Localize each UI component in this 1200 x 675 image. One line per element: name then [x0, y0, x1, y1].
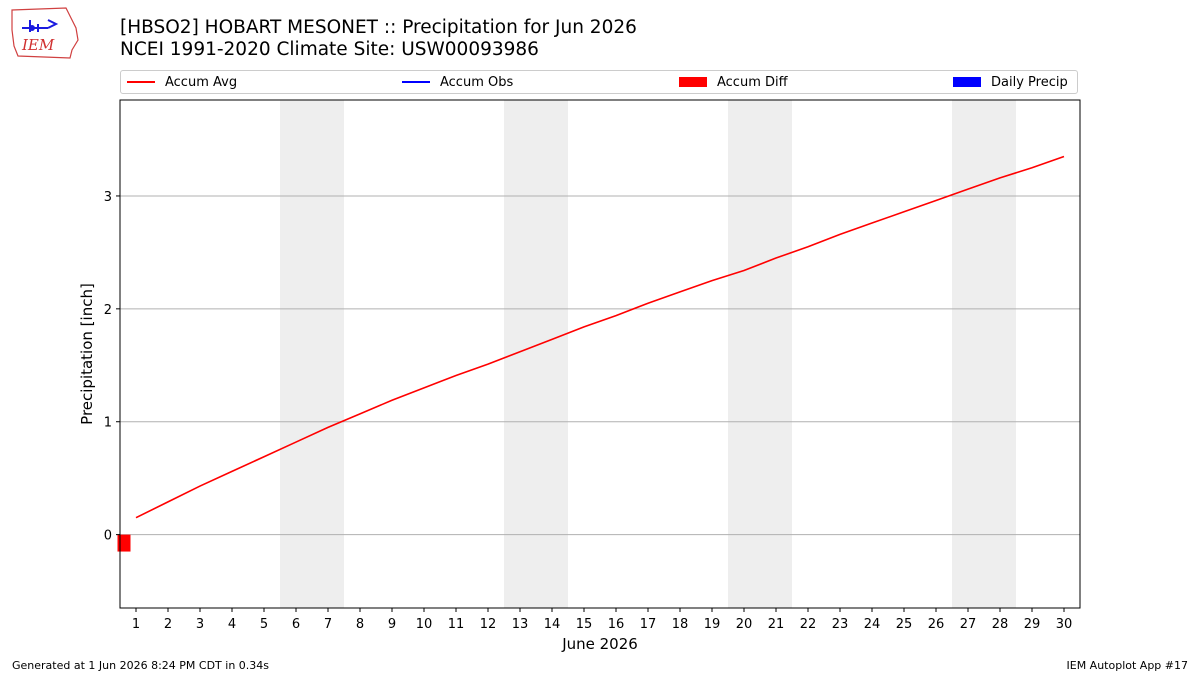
legend-item-accum-avg: Accum Avg [127, 71, 237, 93]
app-credit: IEM Autoplot App #17 [1066, 659, 1189, 672]
legend-label-accum-diff: Accum Diff [717, 74, 788, 90]
xtick-label-5: 5 [260, 617, 268, 632]
xtick-label-22: 22 [800, 617, 817, 632]
xtick-label-17: 17 [640, 617, 657, 632]
xtick-label-6: 6 [292, 617, 300, 632]
xtick-label-29: 29 [1024, 617, 1041, 632]
chart-title-line2: NCEI 1991-2020 Climate Site: USW00093986 [120, 39, 539, 60]
ytick-label-3: 3 [104, 190, 112, 205]
generated-timestamp: Generated at 1 Jun 2026 8:24 PM CDT in 0… [12, 659, 270, 672]
legend-label-daily-precip: Daily Precip [991, 74, 1068, 90]
xtick-label-23: 23 [832, 617, 849, 632]
xtick-label-7: 7 [324, 617, 332, 632]
chart-legend: Accum Avg Accum Obs Accum Diff Daily Pre… [120, 70, 1078, 94]
legend-item-accum-obs: Accum Obs [402, 71, 513, 93]
xtick-label-19: 19 [704, 617, 721, 632]
xtick-label-13: 13 [512, 617, 529, 632]
weekend-shade-4 [952, 100, 1016, 608]
xtick-label-24: 24 [864, 617, 881, 632]
ytick-label-0: 0 [104, 529, 112, 544]
xtick-label-2: 2 [164, 617, 172, 632]
legend-label-accum-obs: Accum Obs [440, 74, 514, 90]
y-axis-ticks: 0 1 2 3 [104, 190, 120, 544]
legend-swatch-accum-obs [402, 81, 430, 83]
xtick-label-30: 30 [1056, 617, 1073, 632]
xtick-label-14: 14 [544, 617, 561, 632]
legend-swatch-accum-avg [127, 81, 155, 83]
weekend-shade-1 [280, 100, 344, 608]
ytick-label-2: 2 [104, 303, 112, 318]
xtick-label-28: 28 [992, 617, 1009, 632]
xtick-label-9: 9 [388, 617, 396, 632]
grid-lines [120, 195, 1080, 536]
xtick-label-11: 11 [448, 617, 465, 632]
y-axis-label: Precipitation [inch] [78, 283, 96, 425]
xtick-label-26: 26 [928, 617, 945, 632]
xtick-label-25: 25 [896, 617, 913, 632]
xtick-label-12: 12 [480, 617, 497, 632]
bar-accum-diff-1 [117, 534, 131, 552]
chart-title-line1: [HBSO2] HOBART MESONET :: Precipitation … [120, 17, 637, 38]
plot-frame [119, 99, 1081, 609]
xtick-label-4: 4 [228, 617, 236, 632]
x-axis-label: June 2026 [561, 635, 638, 653]
xtick-label-15: 15 [576, 617, 593, 632]
xtick-label-8: 8 [356, 617, 364, 632]
xtick-label-27: 27 [960, 617, 977, 632]
xtick-label-21: 21 [768, 617, 785, 632]
xtick-label-16: 16 [608, 617, 625, 632]
iem-logo: IEM [11, 7, 79, 59]
bar-marks [117, 534, 131, 552]
series-line-accum-avg [135, 155, 1065, 519]
iowa-outline-icon [11, 7, 79, 59]
xtick-label-10: 10 [416, 617, 433, 632]
xtick-label-3: 3 [196, 617, 204, 632]
weekend-shade-3 [728, 100, 792, 608]
legend-item-daily-precip: Daily Precip [953, 71, 1068, 93]
xtick-label-20: 20 [736, 617, 753, 632]
legend-label-accum-avg: Accum Avg [165, 74, 238, 90]
logo-text: IEM [21, 36, 55, 54]
xtick-label-1: 1 [132, 617, 140, 632]
weekend-shading [280, 100, 1016, 608]
legend-item-accum-diff: Accum Diff [679, 71, 788, 93]
chart-title: [HBSO2] HOBART MESONET :: Precipitation … [120, 17, 637, 61]
xtick-label-18: 18 [672, 617, 689, 632]
legend-swatch-accum-diff [679, 77, 707, 87]
ytick-label-1: 1 [104, 416, 112, 431]
legend-swatch-daily-precip [953, 77, 981, 87]
line-marks [135, 155, 1065, 519]
x-axis-ticks: 1 2 3 4 5 6 7 8 9 10 11 12 13 14 15 16 17 18 19 20 21 22 23 24 2… [132, 608, 1072, 632]
